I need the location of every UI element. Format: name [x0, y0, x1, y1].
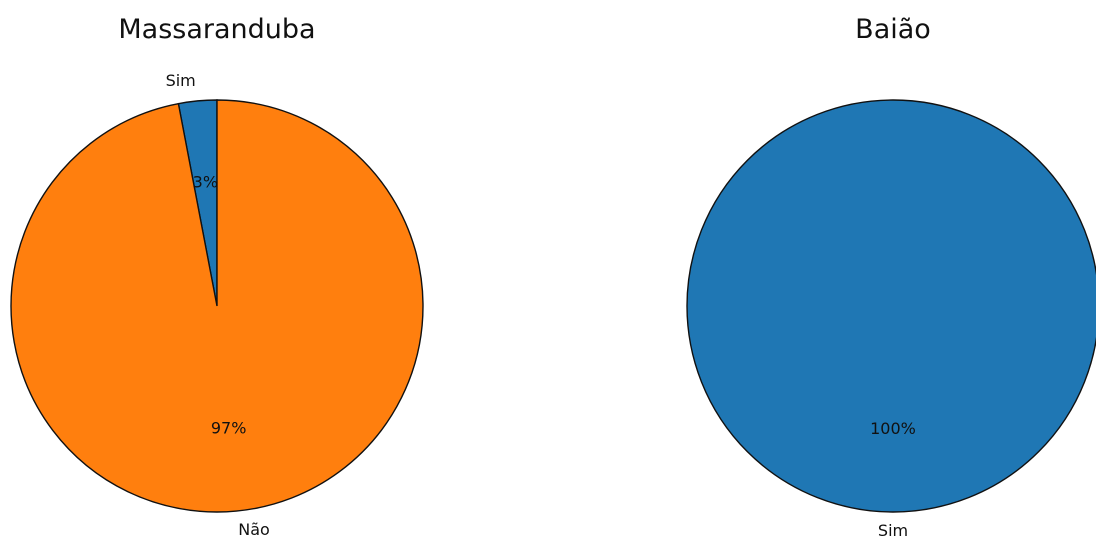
pie-slice-baiao-sim: [686, 99, 1096, 513]
pie-slice-massaranduba-nao: [10, 99, 424, 513]
chart-title-baiao: Baião: [855, 14, 931, 45]
pct-label-massaranduba-nao: 97%: [211, 419, 247, 438]
pct-label-massaranduba-sim: 3%: [193, 172, 218, 191]
slice-label-massaranduba-nao: Não: [238, 520, 270, 539]
chart-title-massaranduba: Massaranduba: [118, 14, 315, 45]
pct-label-baiao-sim: 100%: [870, 419, 916, 438]
pie-chart-baiao: Baião Sim 100%: [686, 14, 1096, 540]
slice-label-baiao-sim: Sim: [878, 521, 908, 540]
slice-label-massaranduba-sim: Sim: [166, 71, 196, 90]
pie-chart-massaranduba: Massaranduba Sim 3% Não 97%: [10, 14, 424, 539]
